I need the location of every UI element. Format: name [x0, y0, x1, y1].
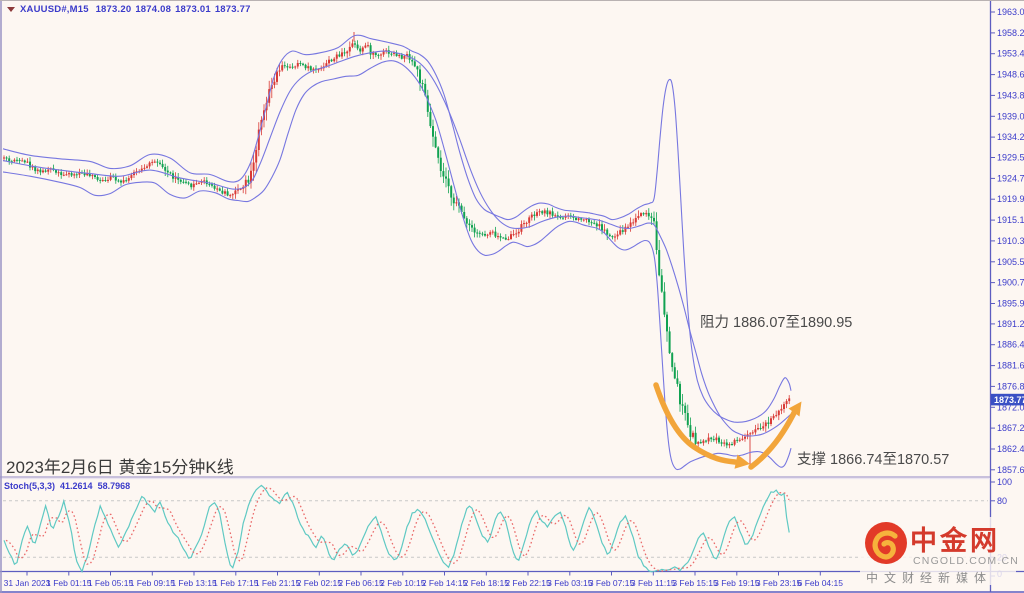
svg-text:1857.60: 1857.60 [997, 465, 1024, 475]
svg-text:2 Feb 22:15: 2 Feb 22:15 [505, 578, 551, 588]
ohlc-low: 1873.01 [175, 4, 211, 15]
svg-text:2 Feb 10:15: 2 Feb 10:15 [380, 578, 426, 588]
svg-text:2 Feb 18:15: 2 Feb 18:15 [464, 578, 510, 588]
svg-text:1919.90: 1919.90 [997, 194, 1024, 204]
svg-text:1 Feb 17:15: 1 Feb 17:15 [213, 578, 259, 588]
svg-text:3 Feb 07:15: 3 Feb 07:15 [589, 578, 635, 588]
brand-tagline: 中文财经新媒体 [866, 571, 993, 585]
svg-text:3 Feb 19:15: 3 Feb 19:15 [714, 578, 760, 588]
svg-text:2 Feb 02:15: 2 Feb 02:15 [297, 578, 343, 588]
svg-text:1905.50: 1905.50 [997, 257, 1024, 267]
svg-text:1929.50: 1929.50 [997, 153, 1024, 163]
svg-text:1 Feb 21:15: 1 Feb 21:15 [255, 578, 301, 588]
resistance-annotation: 阻力 1886.07至1890.95 [700, 315, 853, 331]
svg-text:1900.70: 1900.70 [997, 278, 1024, 288]
svg-text:1948.60: 1948.60 [997, 70, 1024, 80]
svg-text:100: 100 [997, 477, 1012, 487]
symbol-label: XAUUSD#,M15 [20, 4, 89, 15]
svg-text:1910.30: 1910.30 [997, 236, 1024, 246]
svg-text:1943.80: 1943.80 [997, 90, 1024, 100]
svg-text:2 Feb 06:15: 2 Feb 06:15 [338, 578, 384, 588]
svg-text:1915.10: 1915.10 [997, 215, 1024, 225]
chart-header: XAUUSD#,M15 1873.20 1874.08 1873.01 1873.77 [7, 4, 255, 15]
svg-text:80: 80 [997, 496, 1007, 506]
cngold-logo-icon [865, 522, 907, 564]
stoch-k-line [3, 484, 790, 574]
svg-text:1934.20: 1934.20 [997, 132, 1024, 142]
ohlc-high: 1874.08 [135, 4, 172, 15]
svg-text:1939.00: 1939.00 [997, 111, 1024, 121]
bollinger-upper-band [2, 34, 792, 423]
svg-text:1953.40: 1953.40 [997, 49, 1024, 59]
date-caption: 2023年2月6日 黄金15分钟K线 [6, 458, 234, 477]
candles-layer [3, 32, 791, 466]
svg-text:6 Feb 04:15: 6 Feb 04:15 [798, 578, 844, 588]
svg-text:31 Jan 2023: 31 Jan 2023 [4, 578, 51, 588]
svg-text:1 Feb 13:15: 1 Feb 13:15 [171, 578, 217, 588]
bollinger-lower-band [2, 60, 792, 471]
bollinger-middle-band [2, 50, 792, 437]
brand-name: 中金网 [910, 526, 1000, 556]
svg-text:3 Feb 15:15: 3 Feb 15:15 [672, 578, 718, 588]
svg-text:1963.00: 1963.00 [997, 7, 1024, 17]
ohlc-open: 1873.20 [95, 4, 132, 15]
symbol-dropdown-icon[interactable] [7, 7, 15, 12]
svg-text:1895.90: 1895.90 [997, 299, 1024, 309]
svg-text:1958.20: 1958.20 [997, 28, 1024, 38]
cngold-watermark: 中金网 CNGOLD.COM.CN 中文财经新媒体 [860, 517, 1020, 585]
stoch-name: Stoch(5,3,3) [4, 481, 56, 491]
svg-text:1876.80: 1876.80 [997, 381, 1024, 391]
svg-text:2 Feb 14:15: 2 Feb 14:15 [422, 578, 468, 588]
brand-domain: CNGOLD.COM.CN [913, 555, 1020, 567]
stoch-k-value: 41.2614 [60, 481, 93, 491]
svg-text:1 Feb 05:15: 1 Feb 05:15 [88, 578, 134, 588]
stoch-d-value: 58.7968 [97, 481, 131, 491]
svg-text:1 Feb 09:15: 1 Feb 09:15 [130, 578, 176, 588]
stoch-d-line [5, 487, 790, 572]
ohlc-close: 1873.77 [214, 4, 251, 15]
svg-text:3 Feb 03:15: 3 Feb 03:15 [547, 578, 593, 588]
svg-text:1891.20: 1891.20 [997, 319, 1024, 329]
svg-text:1867.20: 1867.20 [997, 423, 1024, 433]
stochastic-panel [3, 484, 988, 574]
svg-text:1873.77: 1873.77 [994, 395, 1024, 405]
svg-text:1 Feb 01:15: 1 Feb 01:15 [46, 578, 92, 588]
trend-arrows-annotation [653, 382, 802, 470]
svg-text:1872.00: 1872.00 [997, 402, 1024, 412]
svg-text:3 Feb 11:15: 3 Feb 11:15 [631, 578, 676, 588]
current-price-badge [991, 393, 1024, 406]
svg-text:1862.40: 1862.40 [997, 444, 1024, 454]
svg-text:1886.40: 1886.40 [997, 340, 1024, 350]
svg-text:3 Feb 23:15: 3 Feb 23:15 [756, 578, 802, 588]
svg-text:1881.60: 1881.60 [997, 361, 1024, 371]
support-annotation: 支撑 1866.74至1870.57 [797, 452, 950, 468]
price-axis[interactable]: 1963.00 1958.20 1953.40 1948.60 1943.80 1939.… [990, 7, 1024, 475]
stoch-indicator-label: Stoch(5,3,3) 41.2614 58.7968 [4, 481, 135, 491]
svg-text:1924.70: 1924.70 [997, 173, 1024, 183]
